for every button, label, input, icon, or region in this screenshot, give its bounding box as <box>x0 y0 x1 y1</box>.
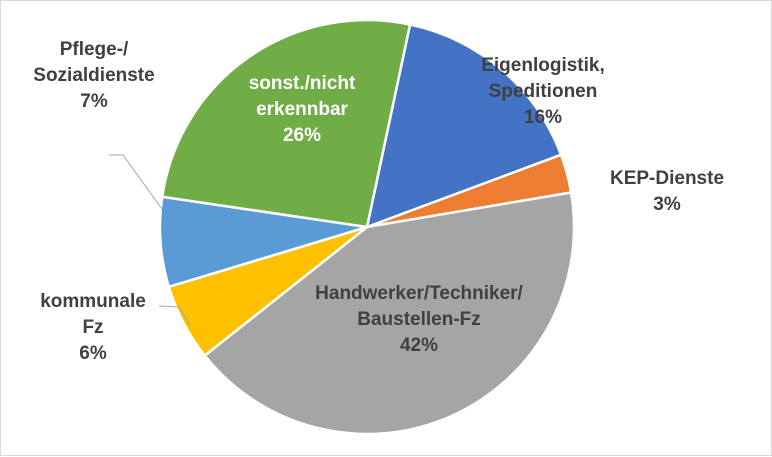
slice-category-label: Handwerker/Techniker/ <box>315 283 523 304</box>
slice-label-0: Eigenlogistik, Speditionen 16% <box>481 55 605 128</box>
slice-category-label: erkennbar <box>256 99 348 120</box>
slice-category-label: kommunale <box>40 291 146 312</box>
pie-slice-2 <box>203 191 576 436</box>
pie-slice-0 <box>365 23 563 229</box>
slice-category-label: Baustellen-Fz <box>357 309 481 330</box>
leader-line-3 <box>158 305 191 326</box>
slice-value-label: 42% <box>400 335 438 356</box>
slice-labels: Eigenlogistik, Speditionen 16% KEP-Dienste 3… <box>33 39 724 364</box>
slice-category-label: KEP-Dienste <box>610 168 724 189</box>
slice-label-2: Handwerker/Techniker/Baustellen-Fz 42% <box>315 283 523 356</box>
slice-category-label: Pflege-/ <box>60 39 129 60</box>
slice-value-label: 7% <box>80 91 108 112</box>
slice-label-1: KEP-Dienste 3% <box>610 168 724 215</box>
slice-value-label: 6% <box>79 343 107 364</box>
pie-slices <box>158 18 576 436</box>
slice-category-label: sonst./nicht <box>249 73 356 94</box>
leader-lines <box>109 154 191 326</box>
slice-label-3: kommunale Fz 6% <box>40 291 146 364</box>
pie-slice-5 <box>160 18 412 229</box>
slice-value-label: 3% <box>653 194 681 215</box>
slice-value-label: 16% <box>524 107 562 128</box>
slice-category-label: Eigenlogistik, <box>481 55 605 76</box>
slice-category-label: Sozialdienste <box>33 65 154 86</box>
slice-category-label: Speditionen <box>489 81 598 102</box>
slice-label-5: sonst./nicht erkennbar 26% <box>249 73 356 146</box>
slice-category-label: Fz <box>82 317 103 338</box>
slice-value-label: 26% <box>283 125 321 146</box>
slice-label-4: Pflege-/ Sozialdienste 7% <box>33 39 154 112</box>
leader-line-4 <box>109 154 163 210</box>
